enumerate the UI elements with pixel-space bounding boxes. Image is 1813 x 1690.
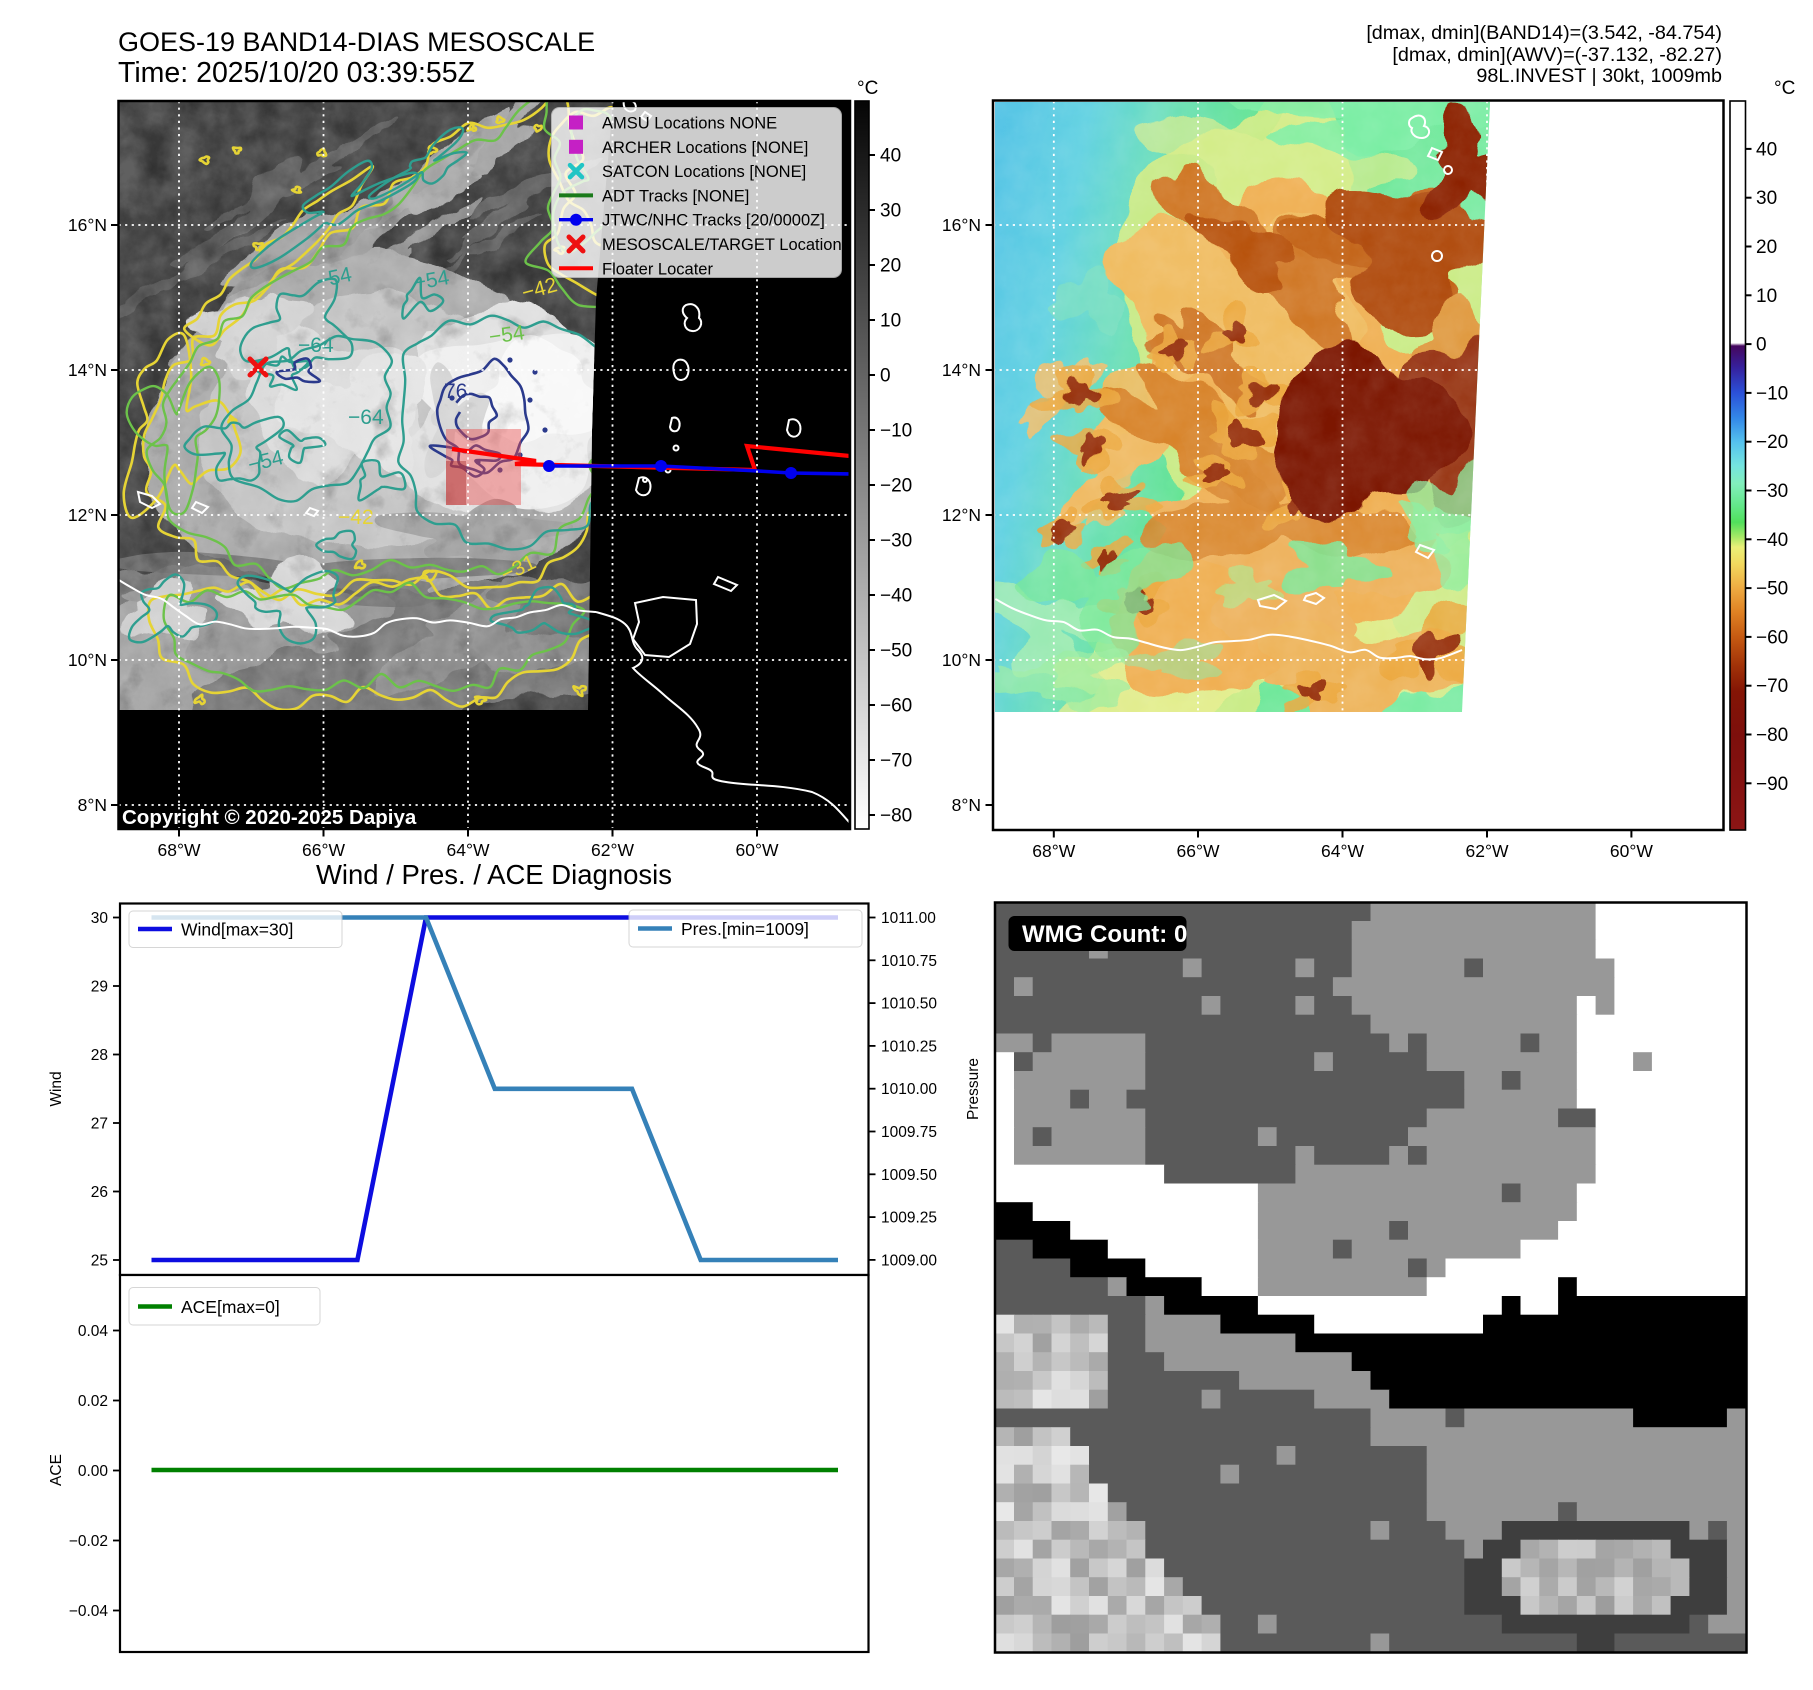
svg-text:Wind / Pres. / ACE Diagnosis: Wind / Pres. / ACE Diagnosis: [316, 859, 672, 890]
svg-text:10: 10: [880, 311, 901, 332]
svg-text:JTWC/NHC Tracks [20/0000Z]: JTWC/NHC Tracks [20/0000Z]: [602, 212, 825, 230]
svg-text:−70: −70: [880, 751, 912, 772]
svg-text:29: 29: [91, 979, 108, 996]
svg-text:−0.04: −0.04: [69, 1603, 109, 1620]
svg-text:Copyright © 2020-2025 Dapiya: Copyright © 2020-2025 Dapiya: [122, 806, 417, 829]
svg-text:16°N: 16°N: [68, 215, 107, 235]
svg-text:12°N: 12°N: [942, 505, 981, 525]
svg-text:GOES-19 BAND14-DIAS MESOSCALE: GOES-19 BAND14-DIAS MESOSCALE: [118, 27, 595, 57]
svg-text:−64: −64: [348, 406, 384, 429]
svg-text:−40: −40: [880, 586, 912, 607]
svg-text:ACE[max=0]: ACE[max=0]: [181, 1297, 280, 1317]
svg-text:66°W: 66°W: [302, 840, 345, 860]
svg-text:−50: −50: [1756, 579, 1788, 600]
svg-text:8°N: 8°N: [78, 795, 107, 815]
svg-text:−30: −30: [1756, 481, 1788, 502]
svg-text:MESOSCALE/TARGET Location: MESOSCALE/TARGET Location: [602, 236, 842, 254]
svg-text:40: 40: [880, 146, 901, 167]
svg-text:−20: −20: [1756, 432, 1788, 453]
svg-text:14°N: 14°N: [942, 360, 981, 380]
svg-text:64°W: 64°W: [447, 840, 490, 860]
svg-text:−64: −64: [298, 334, 334, 357]
svg-text:0.00: 0.00: [78, 1463, 109, 1480]
svg-text:Wind[max=30]: Wind[max=30]: [181, 920, 293, 940]
svg-text:1011.00: 1011.00: [881, 910, 936, 927]
svg-text:−80: −80: [1756, 725, 1788, 746]
svg-text:30: 30: [880, 201, 901, 222]
svg-text:1009.00: 1009.00: [881, 1252, 937, 1269]
svg-text:40: 40: [1756, 139, 1777, 160]
svg-text:−90: −90: [1756, 774, 1788, 795]
svg-text:30: 30: [1756, 188, 1777, 209]
svg-text:62°W: 62°W: [591, 840, 634, 860]
svg-text:68°W: 68°W: [158, 840, 201, 860]
svg-text:10: 10: [1756, 286, 1777, 307]
svg-text:−40: −40: [1756, 530, 1788, 551]
svg-text:−20: −20: [880, 476, 912, 497]
svg-text:ARCHER Locations [NONE]: ARCHER Locations [NONE]: [602, 139, 808, 157]
svg-text:12°N: 12°N: [68, 505, 107, 525]
svg-text:°C: °C: [1774, 78, 1795, 99]
svg-text:0: 0: [880, 366, 891, 387]
svg-text:SATCON Locations [NONE]: SATCON Locations [NONE]: [602, 163, 806, 181]
svg-text:−80: −80: [880, 806, 912, 827]
svg-text:−10: −10: [880, 421, 912, 442]
svg-text:Floater Locater: Floater Locater: [602, 260, 713, 278]
svg-text:1010.50: 1010.50: [881, 996, 937, 1013]
svg-text:1009.50: 1009.50: [881, 1167, 937, 1184]
svg-text:10°N: 10°N: [68, 650, 107, 670]
svg-text:ACE: ACE: [48, 1454, 65, 1486]
svg-text:68°W: 68°W: [1032, 841, 1075, 861]
svg-text:WMG Count: 0: WMG Count: 0: [1022, 921, 1187, 948]
svg-text:1009.75: 1009.75: [881, 1124, 937, 1141]
svg-text:1010.25: 1010.25: [881, 1038, 937, 1055]
svg-text:−50: −50: [880, 641, 912, 662]
svg-text:[dmax, dmin](BAND14)=(3.542, -: [dmax, dmin](BAND14)=(3.542, -84.754): [1366, 22, 1722, 44]
svg-text:20: 20: [880, 256, 901, 277]
svg-text:Time: 2025/10/20 03:39:55Z: Time: 2025/10/20 03:39:55Z: [118, 57, 475, 89]
svg-text:Pres.[min=1009]: Pres.[min=1009]: [681, 919, 809, 939]
svg-text:1009.25: 1009.25: [881, 1210, 937, 1227]
svg-text:−54: −54: [487, 321, 526, 349]
svg-text:−0.02: −0.02: [69, 1533, 108, 1550]
svg-text:98L.INVEST | 30kt, 1009mb: 98L.INVEST | 30kt, 1009mb: [1476, 65, 1722, 87]
svg-text:26: 26: [91, 1184, 108, 1201]
svg-text:62°W: 62°W: [1466, 841, 1509, 861]
svg-text:ADT Tracks [NONE]: ADT Tracks [NONE]: [602, 187, 749, 205]
svg-text:Wind: Wind: [48, 1071, 65, 1106]
svg-text:27: 27: [91, 1116, 108, 1133]
svg-text:°C: °C: [857, 78, 878, 99]
svg-text:60°W: 60°W: [736, 840, 779, 860]
svg-text:−10: −10: [1756, 383, 1788, 404]
svg-text:−42: −42: [338, 506, 374, 529]
svg-text:64°W: 64°W: [1321, 841, 1364, 861]
svg-text:10°N: 10°N: [942, 650, 981, 670]
svg-text:−30: −30: [880, 531, 912, 552]
svg-text:66°W: 66°W: [1177, 841, 1220, 861]
svg-text:76: 76: [444, 380, 467, 403]
svg-text:0.02: 0.02: [78, 1393, 108, 1410]
svg-text:−60: −60: [1756, 627, 1788, 648]
svg-text:1010.00: 1010.00: [881, 1081, 937, 1098]
svg-text:16°N: 16°N: [942, 215, 981, 235]
svg-text:8°N: 8°N: [952, 795, 981, 815]
svg-text:28: 28: [91, 1047, 108, 1064]
svg-text:0: 0: [1756, 335, 1767, 356]
svg-text:25: 25: [91, 1253, 108, 1270]
svg-text:Pressure: Pressure: [965, 1058, 982, 1120]
svg-text:[dmax, dmin](AWV)=(-37.132, -8: [dmax, dmin](AWV)=(-37.132, -82.27): [1392, 44, 1722, 66]
svg-text:−70: −70: [1756, 676, 1788, 697]
svg-text:14°N: 14°N: [68, 360, 107, 380]
svg-text:0.04: 0.04: [78, 1323, 109, 1340]
svg-text:−60: −60: [880, 696, 912, 717]
svg-text:30: 30: [91, 910, 109, 927]
svg-text:20: 20: [1756, 237, 1777, 258]
svg-text:AMSU Locations NONE: AMSU Locations NONE: [602, 115, 777, 133]
svg-text:1010.75: 1010.75: [881, 953, 937, 970]
svg-text:60°W: 60°W: [1610, 841, 1653, 861]
